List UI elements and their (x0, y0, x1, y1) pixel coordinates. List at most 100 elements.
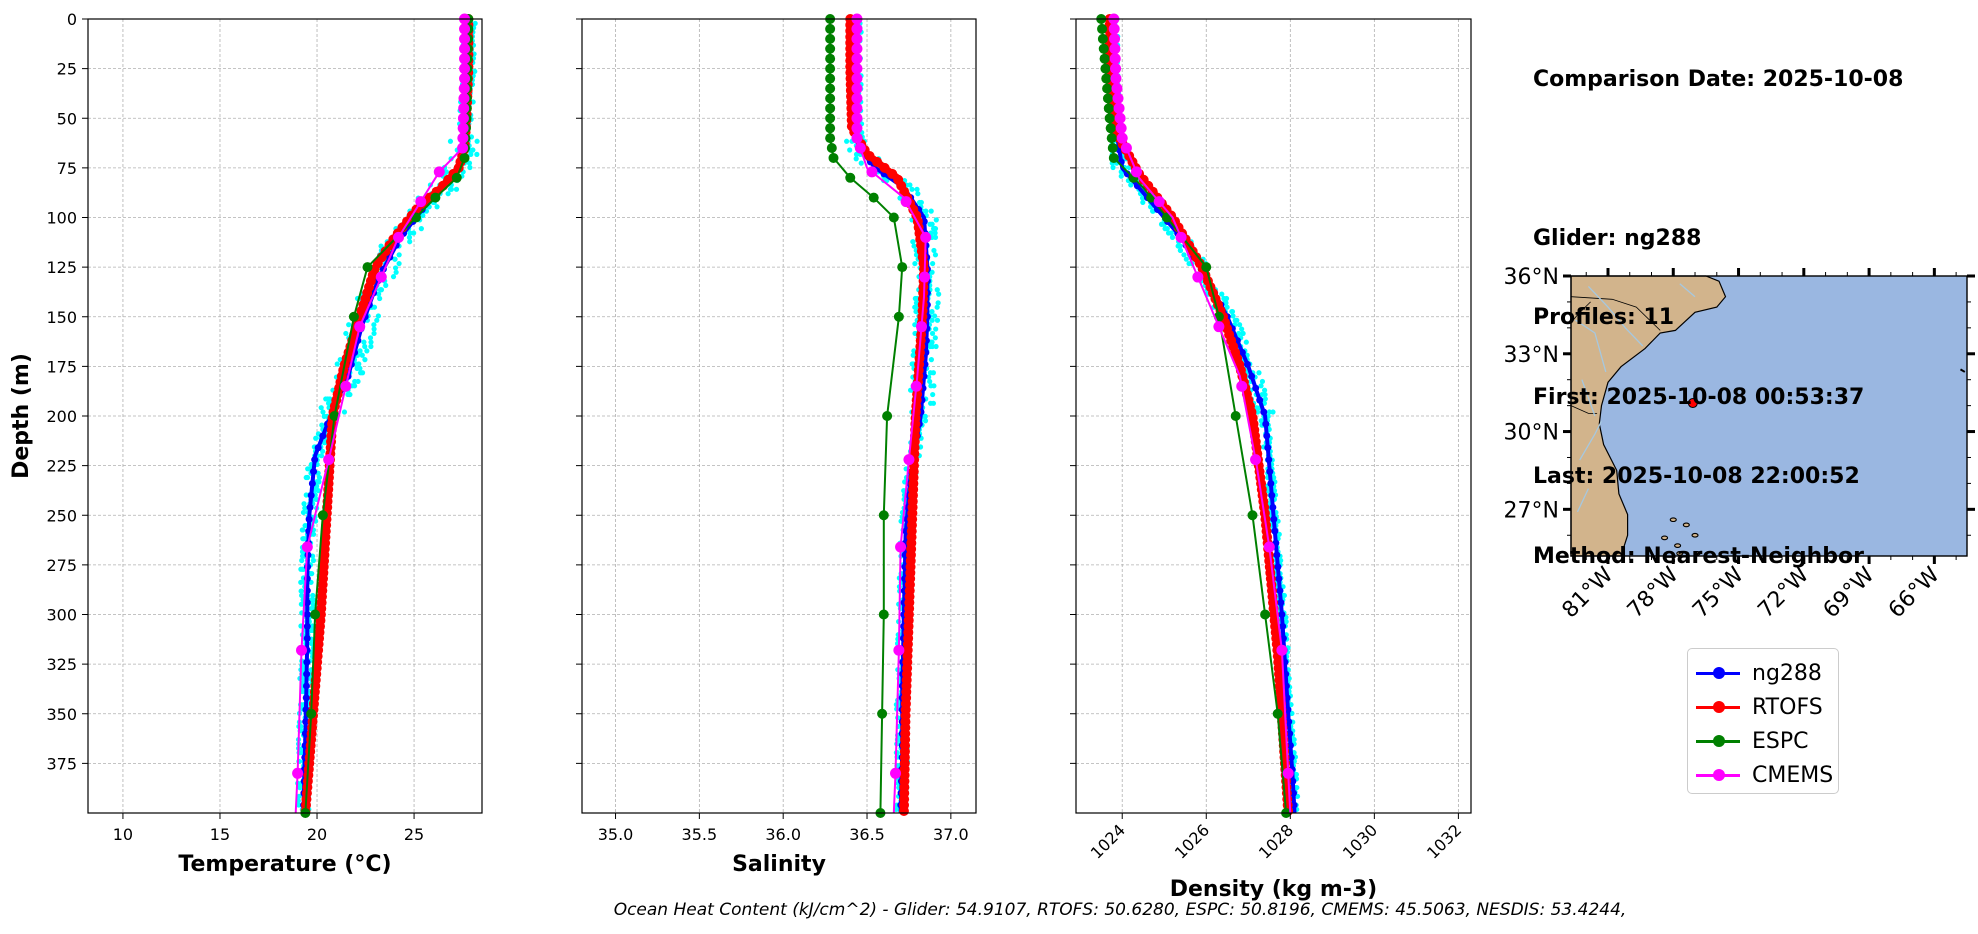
glider-profile-point (932, 230, 938, 236)
glider-profile-point (1261, 387, 1268, 393)
data-point (868, 192, 879, 203)
glider-profile-point (931, 313, 938, 319)
data-point (1286, 730, 1294, 738)
data-point (854, 142, 866, 154)
glider-profile-point (304, 474, 311, 481)
data-point (1269, 503, 1277, 511)
data-point (1108, 152, 1119, 163)
glider-profile-point (371, 330, 377, 337)
glider-profile-point (377, 295, 383, 302)
glider-profile-point (913, 308, 919, 315)
glider-name: Glider: ng288 (1533, 225, 1702, 251)
glider-profile-point (368, 339, 374, 345)
glider-profile-point (931, 226, 938, 232)
glider-profile-point (377, 287, 384, 293)
data-point (1110, 63, 1122, 75)
glider-profile-point (930, 260, 936, 267)
data-point (920, 217, 928, 225)
glider-profile-point (922, 418, 929, 424)
x-axis-label: Density (kg m-3) (1170, 877, 1378, 902)
lat-label: 36°N (1504, 265, 1559, 290)
glider-profile-point (316, 479, 322, 485)
data-point (825, 63, 836, 74)
glider-profile-point (364, 348, 370, 354)
data-point (878, 609, 889, 620)
data-point (1116, 132, 1128, 144)
data-point (354, 321, 366, 333)
glider-profile-point (310, 592, 316, 599)
data-point (1284, 706, 1292, 714)
data-point (872, 156, 883, 167)
data-point (323, 454, 335, 466)
glider-profile-point (1118, 173, 1124, 179)
data-point (375, 271, 387, 283)
glider-profile-point (353, 361, 359, 367)
y-tick-label: 325 (46, 655, 77, 674)
data-point (903, 454, 915, 466)
data-point (851, 33, 863, 45)
footer-text: Ocean Heat Content (kJ/cm^2) - Glider: 5… (613, 900, 1627, 920)
glider-profile-point (310, 601, 316, 607)
data-point (877, 708, 888, 719)
data-point (1286, 742, 1294, 750)
island (1674, 543, 1682, 548)
glider-profile-point (847, 147, 853, 153)
island (1661, 535, 1669, 541)
data-point (1109, 53, 1121, 65)
glider-profile-point (320, 409, 326, 415)
glider-profile-point (310, 557, 317, 564)
data-point (459, 63, 471, 75)
glider-profile-point (420, 212, 426, 219)
glider-profile-point (907, 182, 913, 188)
data-point (879, 162, 890, 173)
x-tick-label: 1026 (1171, 820, 1213, 862)
data-point (458, 82, 470, 94)
island (1676, 551, 1684, 556)
glider-profile-point (298, 588, 304, 594)
glider-profile-point (1183, 256, 1189, 262)
glider-profile-point (914, 186, 920, 192)
x-tick-label: 1032 (1423, 820, 1465, 862)
glider-profile-point (371, 326, 377, 332)
data-point (457, 142, 469, 154)
data-point (303, 611, 311, 618)
data-point (308, 479, 316, 487)
glider-profile-point (318, 405, 324, 411)
glider-profile-point (313, 435, 319, 441)
lat-label: 27°N (1504, 498, 1559, 523)
data-point (851, 53, 863, 65)
glider-profile-point (934, 317, 941, 323)
glider-profile-point (297, 784, 303, 791)
data-point (825, 33, 836, 44)
data-point (1099, 53, 1110, 64)
series-espc (1096, 14, 1292, 818)
data-point (895, 541, 907, 553)
data-point (457, 112, 469, 124)
data-point (1114, 112, 1126, 124)
data-point (882, 411, 893, 421)
data-point (851, 132, 863, 144)
data-point (311, 456, 319, 464)
glider-profile-point (1110, 164, 1116, 171)
glider-profile-point (467, 164, 473, 171)
glider-profile-point (909, 186, 915, 192)
glider-profile-point (376, 291, 382, 297)
data-point (1106, 133, 1117, 144)
data-point (317, 510, 328, 521)
glider-profile-point (929, 330, 936, 337)
data-point (1277, 599, 1285, 607)
glider-profile-point (418, 226, 424, 232)
data-point (458, 102, 470, 114)
data-point (1107, 143, 1118, 154)
data-point (1283, 694, 1291, 702)
glider-profile-point (928, 357, 935, 363)
glider-profile-point (923, 208, 929, 214)
data-point (303, 634, 311, 642)
glider-profile-point (932, 234, 939, 240)
x-tick-label: 1028 (1255, 820, 1297, 862)
data-point (1289, 777, 1297, 785)
data-point (1273, 551, 1281, 559)
state-border (1570, 301, 1591, 323)
legend-label: ng288 (1752, 660, 1822, 686)
